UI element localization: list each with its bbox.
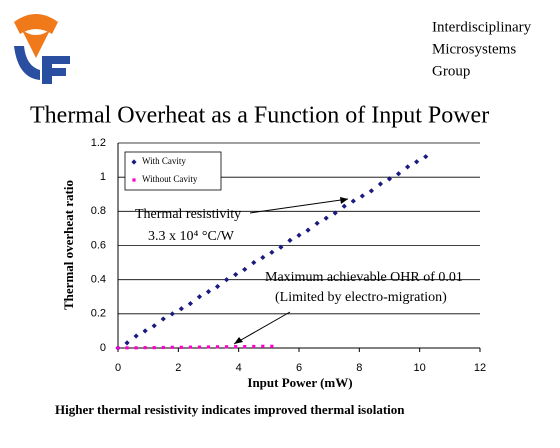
legend-marker: [131, 159, 137, 165]
annotation: (Limited by electro-migration): [275, 290, 447, 305]
data-point: [124, 340, 130, 346]
data-point: [323, 215, 329, 221]
data-point: [142, 328, 148, 334]
data-point: [125, 346, 129, 350]
x-tick-label: 2: [175, 362, 181, 374]
data-point: [314, 220, 320, 226]
header-line: Interdisciplinary: [432, 19, 532, 35]
logo-v: [22, 30, 50, 58]
arrow-head: [340, 197, 348, 204]
data-point: [233, 271, 239, 278]
data-point: [234, 345, 238, 349]
data-point: [206, 345, 211, 349]
annotation: Maximum achievable OHR of 0.01: [265, 270, 463, 285]
data-point: [243, 345, 247, 349]
data-point: [332, 210, 338, 216]
data-point: [178, 306, 184, 312]
data-point: [214, 283, 221, 290]
data-point: [151, 323, 157, 329]
data-point: [133, 333, 139, 339]
x-axis-label: Input Power (mW): [247, 375, 352, 390]
x-tick-label: 8: [356, 362, 362, 374]
data-point: [368, 188, 374, 194]
arrow-head: [234, 337, 243, 344]
logo-arc: [14, 14, 58, 34]
data-point: [251, 259, 257, 266]
footer-note: Higher thermal resistivity indicates imp…: [55, 402, 405, 417]
logo-f: [42, 56, 70, 84]
data-point: [423, 154, 429, 160]
x-tick-label: 4: [236, 362, 242, 374]
data-point: [359, 193, 365, 199]
data-point: [161, 345, 165, 350]
data-point: [225, 345, 229, 349]
data-point: [197, 345, 202, 349]
data-point: [187, 300, 193, 307]
y-tick-label: 1.2: [91, 137, 106, 149]
annotation: 3.3 x 10⁴ °C/W: [148, 229, 235, 244]
y-tick-label: 1: [100, 171, 106, 183]
data-point: [260, 254, 266, 261]
data-point: [350, 198, 356, 204]
data-point: [242, 266, 248, 273]
x-tick-label: 0: [115, 362, 121, 374]
legend-box: [124, 151, 222, 191]
y-tick-label: 0.2: [91, 308, 106, 320]
header-line: Microsystems: [432, 41, 516, 57]
arrow: [249, 198, 349, 214]
y-tick-label: 0.8: [91, 205, 106, 217]
data-point: [270, 344, 274, 348]
data-point: [377, 181, 384, 187]
header-line: Group: [432, 63, 470, 79]
data-point: [287, 237, 293, 243]
data-point: [269, 249, 275, 255]
x-tick-label: 12: [474, 362, 486, 374]
data-point: [278, 244, 284, 250]
data-point: [215, 345, 220, 349]
y-tick-label: 0: [100, 342, 106, 354]
arrow: [233, 311, 291, 345]
y-axis-label: Thermal overheat ratio: [61, 180, 76, 310]
data-point: [169, 311, 175, 317]
data-point: [261, 344, 265, 348]
y-tick-label: 0.4: [91, 274, 106, 286]
data-point: [341, 203, 347, 209]
data-point: [188, 345, 192, 349]
data-point: [143, 346, 147, 350]
y-tick-label: 0.6: [91, 239, 106, 251]
logo-u: [14, 46, 40, 80]
data-point: [152, 346, 156, 350]
data-point: [405, 164, 411, 170]
data-point: [116, 346, 120, 350]
legend-marker: [132, 178, 136, 182]
x-tick-label: 10: [414, 362, 426, 374]
chart-title: Thermal Overheat as a Function of Input …: [30, 103, 489, 129]
data-point: [414, 159, 420, 165]
data-point: [170, 345, 174, 349]
annotation: Thermal resistivity: [135, 207, 241, 222]
data-point: [386, 176, 393, 182]
data-point: [252, 344, 256, 349]
data-point: [205, 289, 212, 295]
data-point: [134, 346, 138, 350]
data-point: [179, 345, 183, 349]
data-point: [196, 294, 203, 300]
data-point: [224, 277, 230, 283]
data-point: [305, 227, 311, 233]
legend-label: Without Cavity: [142, 174, 198, 184]
x-tick-label: 6: [296, 362, 302, 374]
legend-label: With Cavity: [142, 156, 186, 166]
data-point: [395, 171, 402, 177]
logo: [14, 14, 70, 84]
data-point: [296, 232, 302, 238]
annotation-arrows: [233, 197, 349, 345]
data-point: [160, 316, 166, 322]
